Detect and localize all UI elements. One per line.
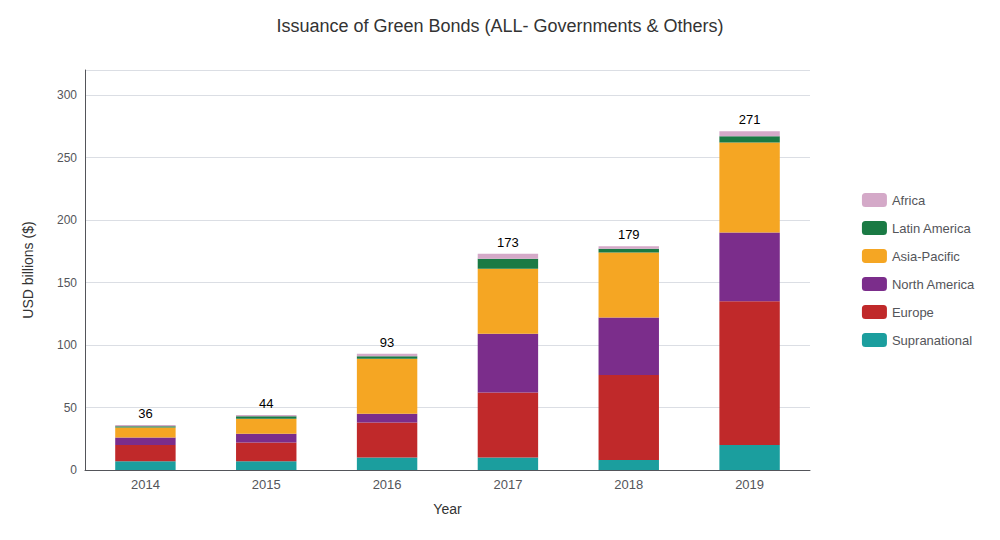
svg-text:2017: 2017 bbox=[493, 477, 522, 492]
svg-text:93: 93 bbox=[380, 335, 394, 350]
svg-text:Latin America: Latin America bbox=[892, 221, 972, 236]
svg-text:0: 0 bbox=[70, 463, 77, 477]
svg-text:36: 36 bbox=[138, 406, 152, 421]
svg-text:150: 150 bbox=[57, 276, 77, 290]
svg-text:Asia-Pacific: Asia-Pacific bbox=[892, 249, 960, 264]
svg-text:50: 50 bbox=[64, 401, 78, 415]
svg-text:2015: 2015 bbox=[252, 477, 281, 492]
svg-text:250: 250 bbox=[57, 151, 77, 165]
svg-text:Africa: Africa bbox=[892, 193, 926, 208]
svg-text:North America: North America bbox=[892, 277, 975, 292]
svg-text:179: 179 bbox=[618, 227, 640, 242]
svg-text:Year: Year bbox=[433, 501, 462, 517]
svg-text:200: 200 bbox=[57, 213, 77, 227]
svg-text:Supranational: Supranational bbox=[892, 333, 972, 348]
svg-text:2014: 2014 bbox=[131, 477, 160, 492]
svg-text:271: 271 bbox=[739, 112, 761, 127]
svg-text:USD billions ($): USD billions ($) bbox=[20, 221, 36, 318]
svg-text:173: 173 bbox=[497, 235, 519, 250]
svg-text:Issuance of Green Bonds (ALL-: Issuance of Green Bonds (ALL- Government… bbox=[276, 16, 723, 36]
svg-text:100: 100 bbox=[57, 338, 77, 352]
svg-text:44: 44 bbox=[259, 396, 273, 411]
svg-text:300: 300 bbox=[57, 88, 77, 102]
svg-text:Europe: Europe bbox=[892, 305, 934, 320]
svg-text:2019: 2019 bbox=[735, 477, 764, 492]
svg-text:2016: 2016 bbox=[373, 477, 402, 492]
svg-text:2018: 2018 bbox=[614, 477, 643, 492]
